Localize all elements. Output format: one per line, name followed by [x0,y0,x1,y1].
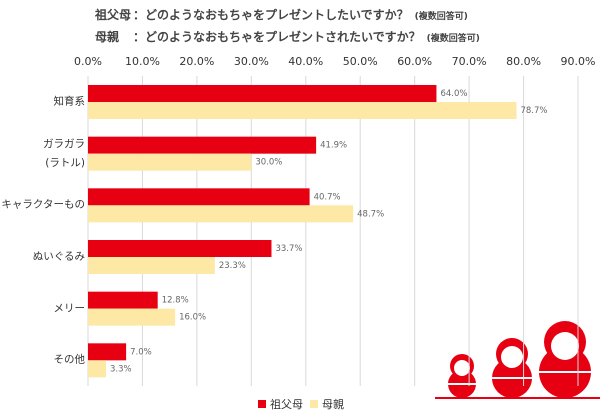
title-question: ：どのようなおもちゃをプレゼントされたいですか？ [133,30,421,44]
x-tick-label: 0.0% [74,55,102,68]
value-label: 33.7% [275,244,302,254]
x-tick-label: 90.0% [561,55,596,68]
legend-label: 祖父母 [270,397,303,411]
title-line: 母親 ：どのようなおもちゃをプレゼントされたいですか？ (複数回答可) [95,28,480,45]
bar [88,85,437,102]
x-tick-label: 70.0% [452,55,487,68]
value-label: 40.7% [314,192,341,202]
bar [88,205,354,223]
bar [88,136,317,154]
x-tick-label: 30.0% [234,55,269,68]
bar [88,257,215,274]
y-tick-label: ガラガラ (ラトル) [43,137,85,169]
y-tick-label: ぬいぐるみ [32,250,85,263]
y-tick-label: メリー [53,302,86,315]
legend-swatch [258,400,266,408]
bar [88,343,127,361]
title-line: 祖父母 ：どのようなおもちゃをプレゼントしたいですか？ (複数回答可) [95,6,468,23]
x-tick-label: 80.0% [506,55,541,68]
value-label: 7.0% [130,347,152,357]
y-tick-label: その他 [53,353,86,366]
bar [88,188,310,206]
value-label: 12.8% [162,296,189,306]
y-tick-label: 知育系 [53,95,86,108]
value-label: 3.3% [110,364,132,374]
value-label: 30.0% [255,158,282,168]
x-tick-label: 50.0% [343,55,378,68]
x-tick-label: 40.0% [288,55,323,68]
title-question: ：どのようなおもちゃをプレゼントしたいですか？ [133,8,409,22]
x-tick-label: 60.0% [397,55,432,68]
bar [88,240,272,257]
x-tick-label: 10.0% [125,55,160,68]
title-note: (複数回答可) [414,12,468,22]
legend-swatch [310,400,318,408]
value-label: 64.0% [440,89,467,99]
bar [88,291,158,309]
title-note: (複数回答可) [426,34,480,44]
bar [88,153,252,171]
value-label: 16.0% [179,313,206,323]
value-label: 48.7% [357,209,384,219]
dolls-illustration [435,321,600,399]
legend-label: 母親 [322,398,344,411]
x-tick-label: 20.0% [179,55,214,68]
title-who: 祖父母 [95,8,132,22]
y-tick-label: キャラクターもの [1,198,85,211]
value-label: 78.7% [520,106,547,116]
bar [88,360,106,378]
bar [88,102,517,119]
value-label: 23.3% [219,261,246,271]
title-who: 母親 [95,30,120,44]
bar [88,308,176,326]
value-label: 41.9% [320,141,347,151]
